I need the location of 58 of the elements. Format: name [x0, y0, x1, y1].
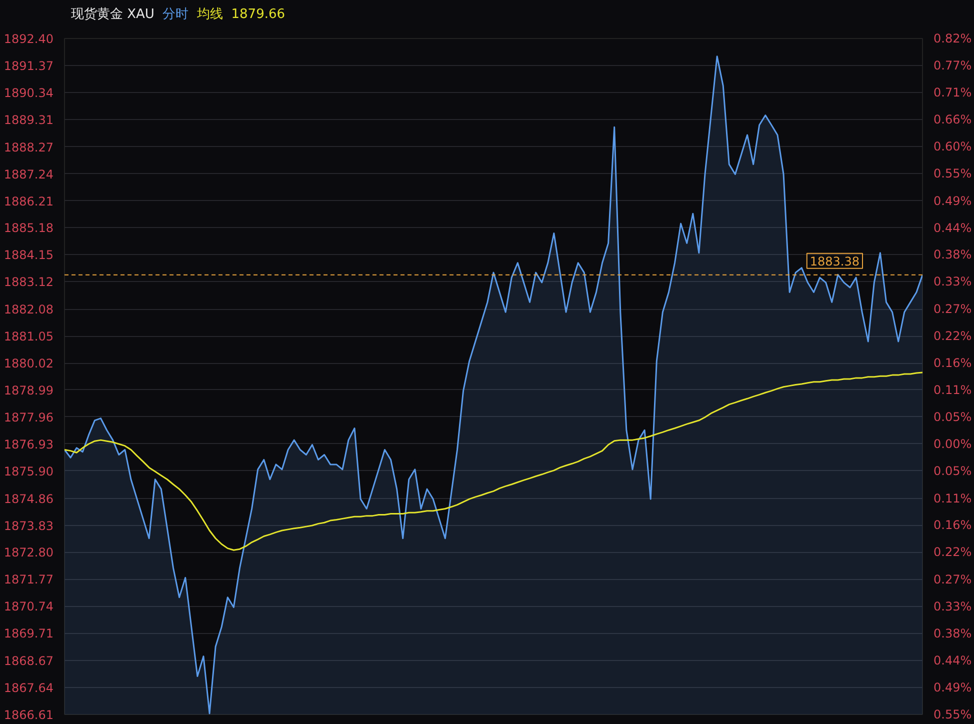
- text: 均线: [196, 7, 223, 22]
- text: 分时: [162, 7, 189, 22]
- y-tick-label: 1878.99: [4, 384, 54, 398]
- y2-tick-label: 0.05%: [934, 410, 972, 424]
- y2-tick-label: 0.38%: [934, 626, 972, 640]
- y2-tick-label: 0.71%: [934, 85, 972, 100]
- y-tick-label: 1876.93: [4, 437, 54, 452]
- y-tick-label: 1890.34: [4, 86, 54, 100]
- y-tick-label: 1877.96: [4, 410, 54, 424]
- y-tick-label: 1889.31: [4, 112, 54, 127]
- y2-tick-label: 0.66%: [934, 112, 972, 126]
- y2-tick-label: 0.22%: [934, 545, 972, 560]
- y2-tick-label: 0.44%: [934, 220, 972, 235]
- y2-tick-label: 0.11%: [934, 382, 972, 397]
- y-tick-label: 1891.37: [4, 59, 54, 73]
- y2-tick-label: 0.27%: [934, 572, 972, 586]
- y2-tick-label: 0.77%: [934, 58, 972, 73]
- y2-tick-label: 0.27%: [934, 302, 972, 316]
- y2-tick-label: 0.33%: [934, 599, 972, 614]
- y-tick-label: 1871.77: [4, 572, 54, 587]
- y2-tick-label: 0.16%: [934, 356, 972, 370]
- y-tick-label: 1880.02: [4, 356, 54, 370]
- y-tick-label: 1885.18: [4, 221, 54, 236]
- y-tick-label: 1881.05: [4, 330, 54, 344]
- y2-tick-label: 0.11%: [934, 491, 972, 506]
- y2-tick-label: 0.33%: [934, 274, 972, 289]
- y2-tick-label: 0.55%: [934, 166, 972, 181]
- y-tick-label: 1887.24: [4, 167, 54, 182]
- y-tick-label: 1884.15: [4, 248, 54, 262]
- y-tick-label: 1892.40: [4, 32, 54, 46]
- y-tick-label: 1882.08: [4, 302, 54, 317]
- chart-title: 现货黄金 XAU: [71, 7, 154, 22]
- y2-tick-label: 0.05%: [934, 464, 972, 478]
- y-tick-label: 1868.67: [4, 654, 54, 668]
- y2-tick-label: 0.22%: [934, 329, 972, 344]
- y-tick-label: 1888.27: [4, 140, 54, 154]
- y-tick-label: 1869.71: [4, 626, 54, 641]
- y-tick-label: 1867.64: [4, 681, 54, 695]
- y-tick-label: 1873.83: [4, 518, 54, 533]
- y2-tick-label: 0.49%: [934, 680, 972, 695]
- y2-tick-label: 0.55%: [934, 708, 972, 722]
- y-tick-label: 1874.86: [4, 492, 54, 506]
- y2-tick-label: 0.00%: [934, 437, 972, 451]
- y2-tick-label: 0.38%: [934, 248, 972, 262]
- y-tick-label: 1870.74: [4, 600, 54, 614]
- y2-tick-label: 0.60%: [934, 140, 972, 154]
- y-tick-label: 1875.90: [4, 464, 54, 478]
- y2-tick-label: 0.44%: [934, 654, 972, 668]
- y-tick-label: 1883.12: [4, 275, 54, 290]
- y-tick-label: 1872.80: [4, 546, 54, 560]
- ref-line-label: 1883.38: [810, 254, 860, 268]
- y2-tick-label: 0.49%: [934, 194, 972, 208]
- text: 1879.66: [231, 7, 286, 22]
- y-tick-label: 1866.61: [4, 708, 54, 722]
- y2-tick-label: 0.16%: [934, 518, 972, 532]
- y2-tick-label: 0.82%: [934, 32, 972, 46]
- y-tick-label: 1886.21: [4, 194, 54, 208]
- line-series: [64, 372, 922, 551]
